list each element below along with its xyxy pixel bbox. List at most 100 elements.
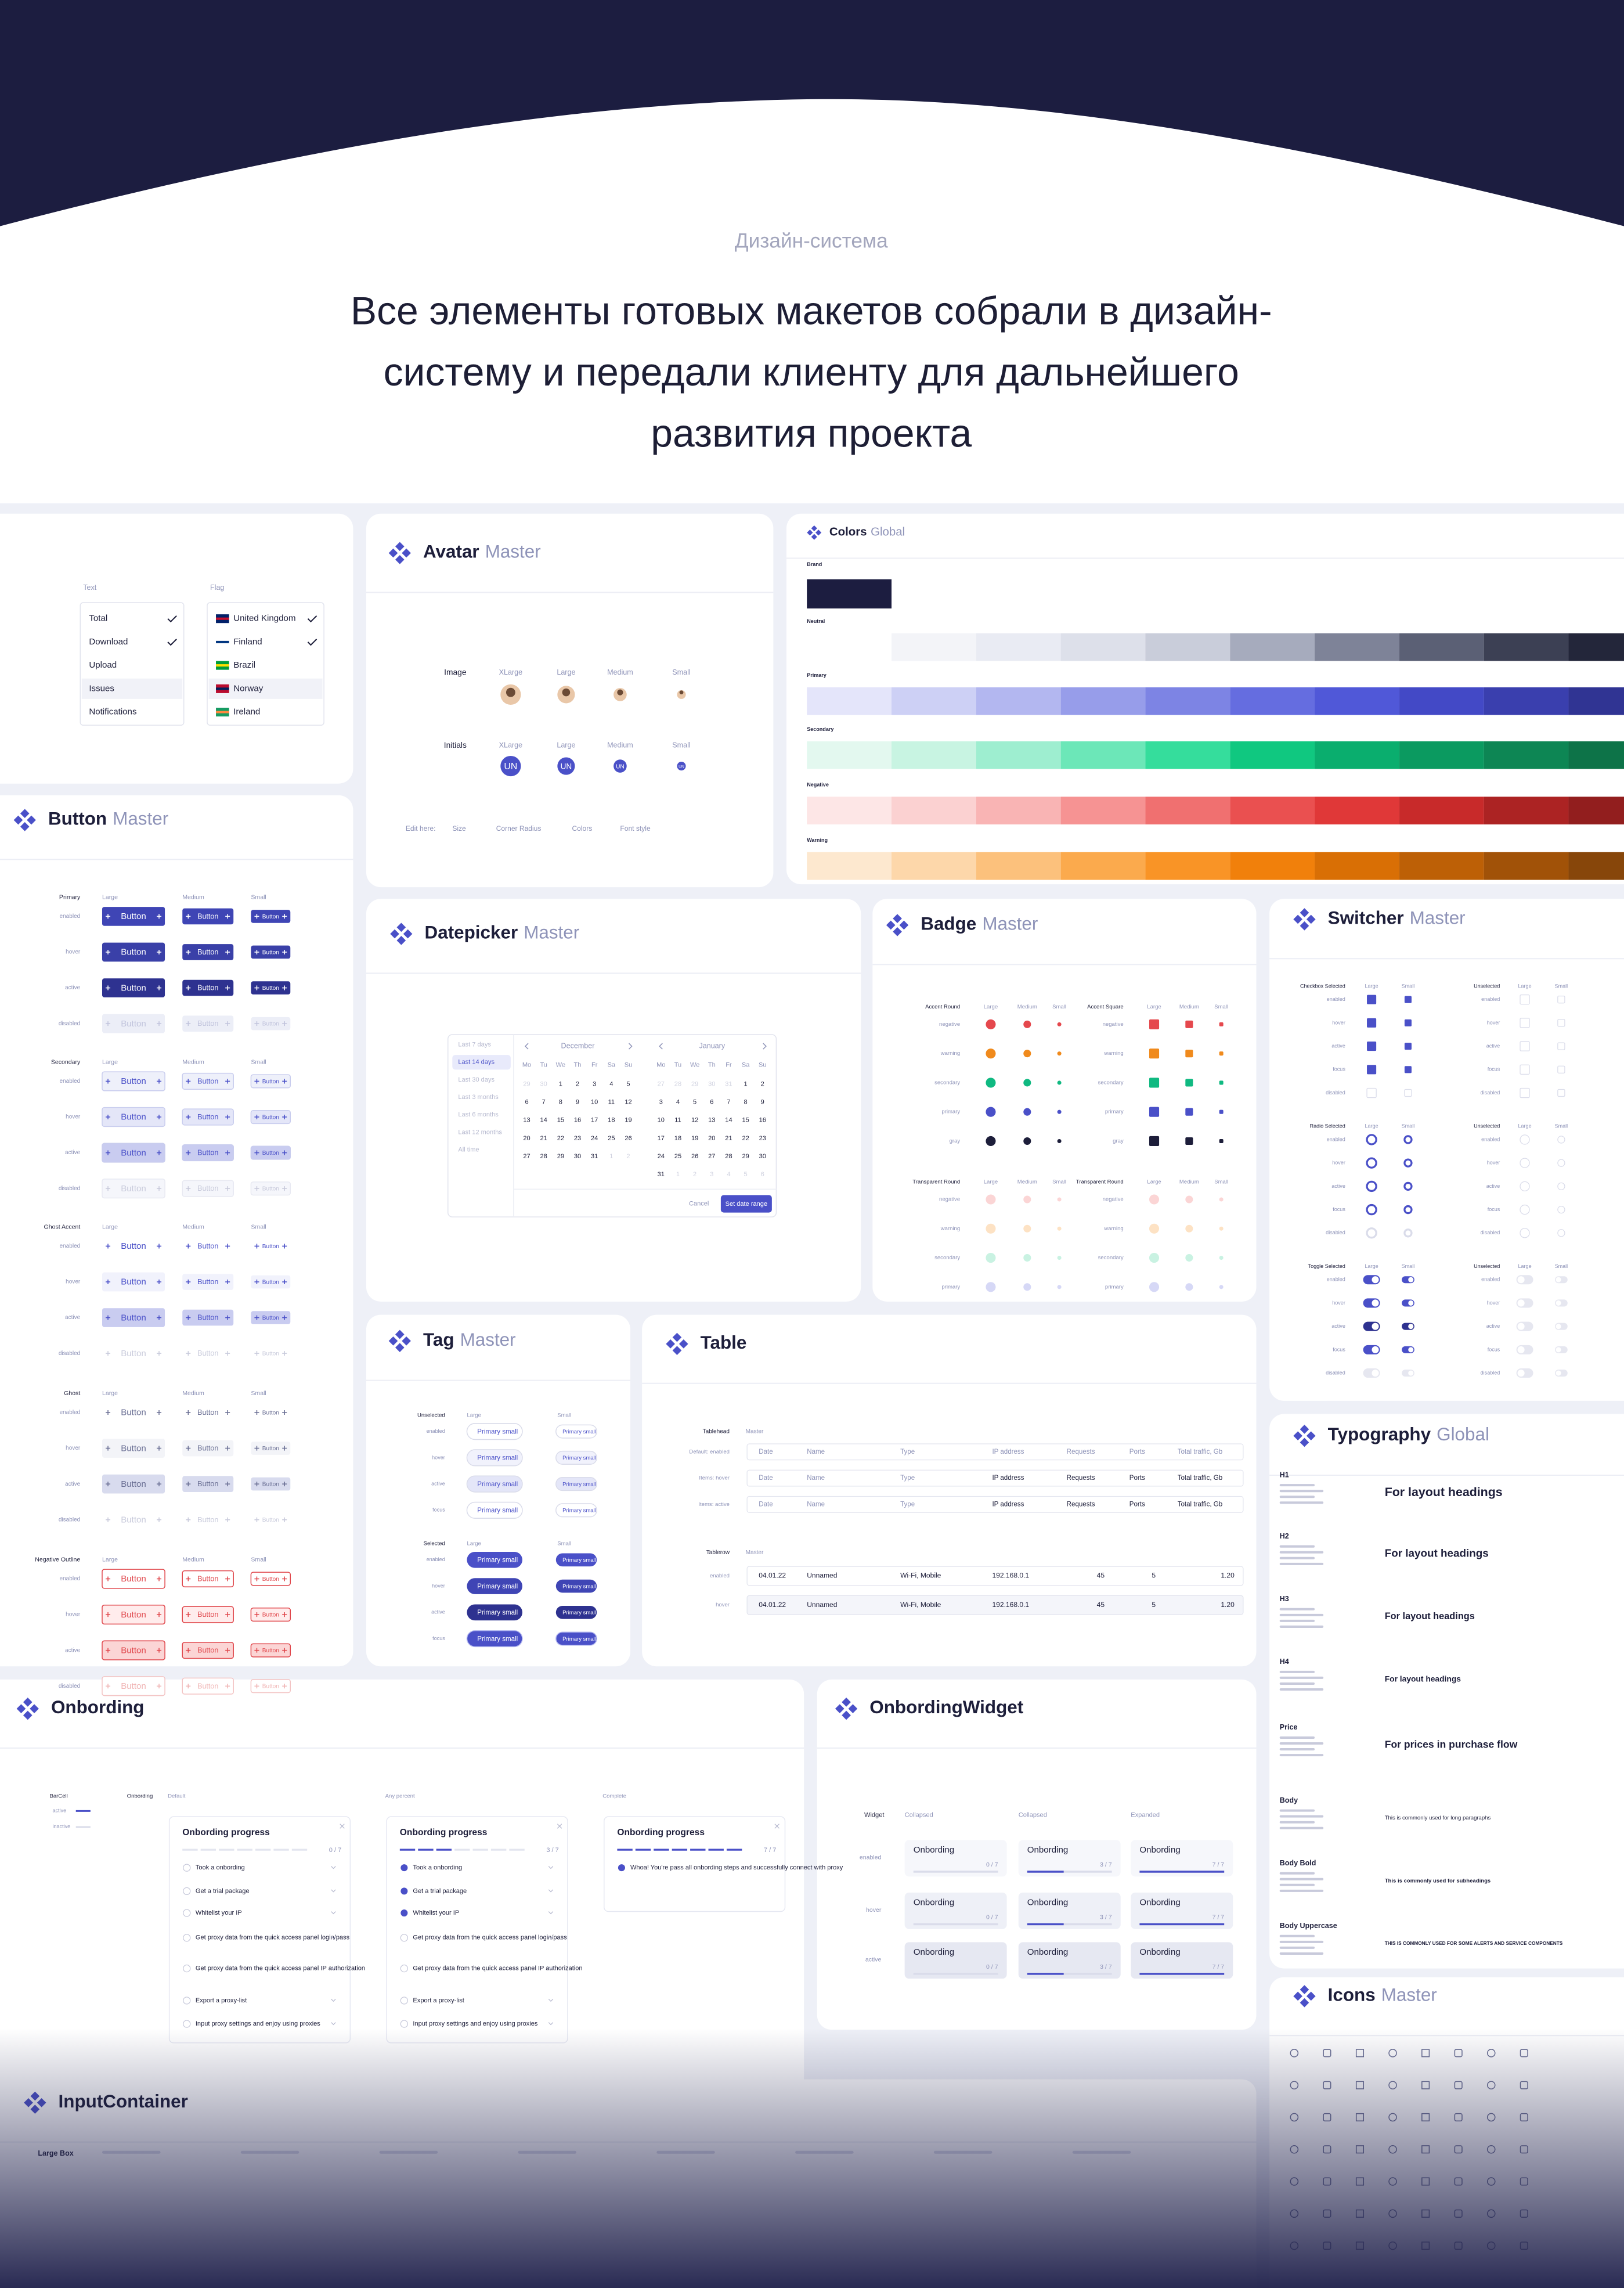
button-icon xyxy=(282,1684,287,1689)
label: December xyxy=(561,1042,595,1050)
chevron xyxy=(331,1966,336,1970)
button-icon xyxy=(225,985,230,990)
button-icon xyxy=(106,1517,111,1522)
cell: Wi-Fi, Mobile xyxy=(900,1601,941,1609)
badge xyxy=(1023,1108,1031,1116)
button-icon xyxy=(225,1517,230,1522)
widget-box xyxy=(1018,1892,1121,1929)
card-tag: Master xyxy=(982,914,1038,934)
chevron xyxy=(524,1043,633,1050)
button xyxy=(182,1180,234,1197)
button-icon xyxy=(254,1279,259,1285)
button xyxy=(251,1240,291,1253)
label: enabled xyxy=(860,1854,882,1861)
spec-line xyxy=(1279,1742,1324,1745)
card-title: Button Master xyxy=(48,809,168,829)
progress-segment xyxy=(635,1849,651,1851)
button-label: Button xyxy=(121,1241,146,1251)
label: Large xyxy=(467,1541,481,1547)
button-icon xyxy=(254,1244,259,1249)
button-icon xyxy=(156,1351,162,1356)
label: Large xyxy=(557,668,575,676)
checkbox xyxy=(1557,1065,1565,1073)
button-label: Button xyxy=(121,1313,146,1323)
swatch xyxy=(1484,687,1569,715)
day: 17 xyxy=(591,1117,598,1124)
label: disabled xyxy=(1481,1370,1500,1375)
label: Ghost Accent xyxy=(44,1224,81,1231)
button-icon xyxy=(225,1244,230,1249)
label: Medium xyxy=(182,894,204,901)
badge xyxy=(1023,1050,1031,1058)
radio xyxy=(1557,1205,1565,1214)
swatch xyxy=(976,633,1061,661)
column-header: Type xyxy=(900,1449,915,1455)
button xyxy=(251,1513,291,1527)
label: Small xyxy=(672,741,690,750)
progress-segment xyxy=(454,1849,470,1851)
toggle-knob xyxy=(1517,1323,1525,1330)
flag-stripe xyxy=(216,687,229,690)
badge xyxy=(1149,1136,1160,1147)
toggle-knob xyxy=(1372,1323,1379,1330)
button-label: Button xyxy=(121,1148,146,1158)
button-icon xyxy=(254,1517,259,1522)
label: hover xyxy=(432,1583,445,1588)
progress-segment xyxy=(219,1849,234,1851)
hero-wave xyxy=(0,0,1624,226)
step-marker xyxy=(400,1964,409,1973)
button xyxy=(250,1572,291,1586)
button-icon xyxy=(282,1150,287,1155)
day: 19 xyxy=(625,1117,631,1124)
widget-box xyxy=(904,1942,1007,1979)
label: Widget xyxy=(864,1812,884,1819)
day: 27 xyxy=(708,1153,715,1160)
spec-line xyxy=(1279,1940,1324,1943)
button-label: Button xyxy=(262,914,279,920)
card-title: Icons Master xyxy=(1328,1985,1437,2005)
chevron xyxy=(548,1911,554,1915)
swatch xyxy=(892,633,976,661)
day: 28 xyxy=(674,1080,681,1087)
button-icon xyxy=(282,1244,287,1249)
day: 13 xyxy=(708,1117,715,1124)
button-icon xyxy=(156,1648,162,1653)
card-title-text: Switcher xyxy=(1328,908,1404,928)
button xyxy=(102,1237,165,1256)
label: Small xyxy=(1052,1004,1066,1010)
button-icon xyxy=(282,1576,287,1581)
swatch xyxy=(1315,741,1399,769)
label: Medium xyxy=(1179,1179,1199,1185)
card-title-text: Tag xyxy=(423,1329,454,1350)
button-label: Button xyxy=(262,1279,279,1285)
day: 3 xyxy=(593,1080,596,1087)
cell: 192.168.0.1 xyxy=(992,1572,1029,1580)
label: Small xyxy=(557,1541,571,1547)
label: Small xyxy=(1555,983,1568,989)
chevron xyxy=(331,1911,336,1915)
toggle-knob xyxy=(1372,1299,1379,1307)
checkbox xyxy=(1520,995,1530,1005)
check xyxy=(307,615,317,623)
widget-title: Onbording xyxy=(1139,1897,1180,1907)
day: 10 xyxy=(658,1117,665,1124)
spec-line xyxy=(1279,1551,1324,1554)
label: active xyxy=(1331,1323,1345,1329)
button-icon xyxy=(106,1114,111,1120)
cell: 04.01.22 xyxy=(759,1572,786,1580)
day: 1 xyxy=(744,1080,748,1087)
label: Price xyxy=(1280,1723,1298,1731)
toggle-knob xyxy=(1556,1370,1561,1376)
card-title-text: Colors xyxy=(829,526,867,539)
label: Body xyxy=(1280,1796,1298,1804)
label: hover xyxy=(66,949,81,956)
label: enabled xyxy=(59,1243,80,1249)
badge xyxy=(1219,1197,1224,1202)
swatch xyxy=(1060,852,1146,880)
card-title-text: Table xyxy=(701,1332,747,1353)
button-icon xyxy=(106,1612,111,1617)
label: Small xyxy=(251,1556,266,1563)
day: 18 xyxy=(674,1135,681,1142)
day: 11 xyxy=(608,1099,615,1106)
button-icon xyxy=(282,1351,287,1356)
